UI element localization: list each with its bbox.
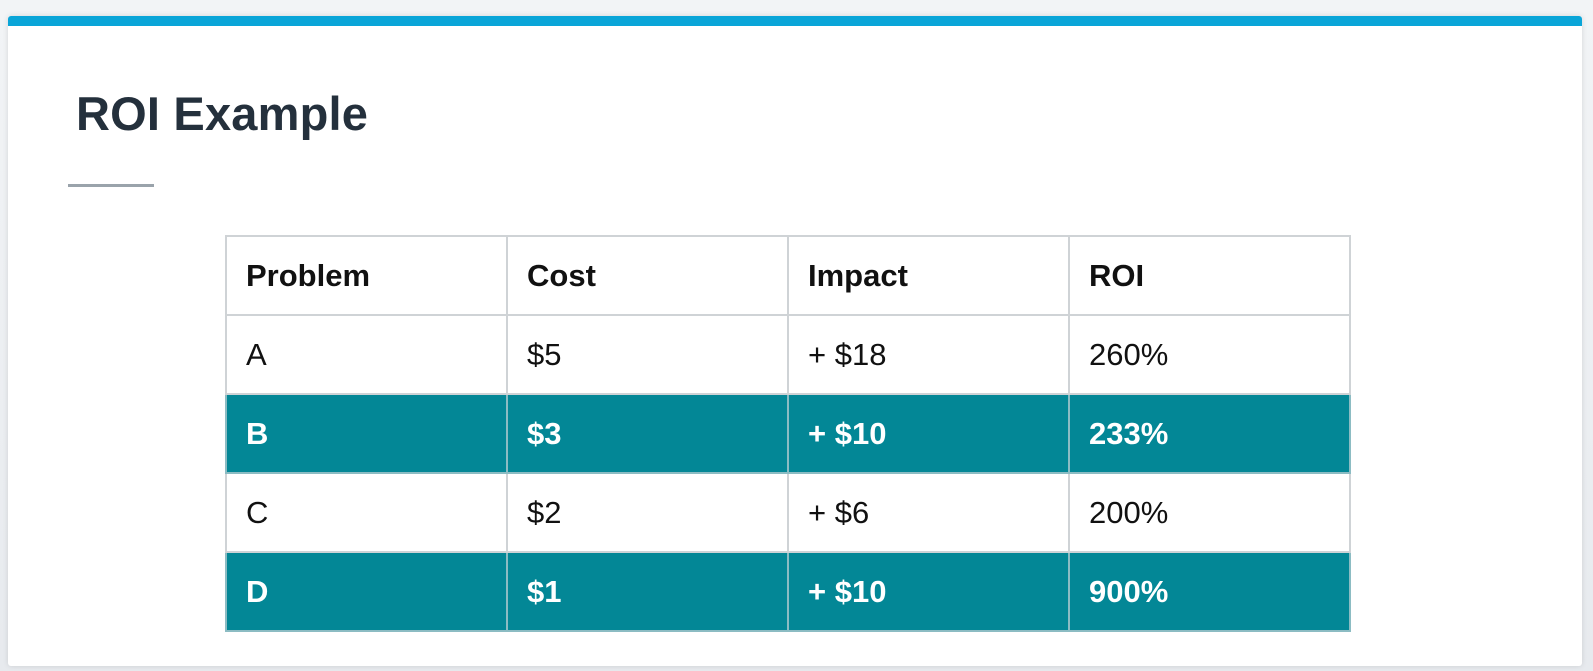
cell-problem: A bbox=[225, 314, 508, 395]
cell-roi: 200% bbox=[1068, 472, 1351, 553]
cell-cost: $5 bbox=[506, 314, 789, 395]
cell-impact: + $6 bbox=[787, 472, 1070, 553]
header-roi: ROI bbox=[1068, 235, 1351, 316]
cell-cost: $2 bbox=[506, 472, 789, 553]
table-row-highlighted: D $1 + $10 900% bbox=[225, 551, 1351, 632]
table-row: C $2 + $6 200% bbox=[225, 472, 1351, 553]
cell-cost: $3 bbox=[506, 393, 789, 474]
cell-impact: + $10 bbox=[787, 551, 1070, 632]
cell-problem: B bbox=[225, 393, 508, 474]
header-impact: Impact bbox=[787, 235, 1070, 316]
cell-problem: C bbox=[225, 472, 508, 553]
title-underline bbox=[68, 184, 154, 187]
header-problem: Problem bbox=[225, 235, 508, 316]
header-cost: Cost bbox=[506, 235, 789, 316]
cell-problem: D bbox=[225, 551, 508, 632]
accent-bar bbox=[8, 16, 1582, 26]
cell-roi: 900% bbox=[1068, 551, 1351, 632]
cell-roi: 233% bbox=[1068, 393, 1351, 474]
slide-card: ROI Example Problem Cost Impact ROI A $5… bbox=[8, 16, 1582, 666]
table-header-row: Problem Cost Impact ROI bbox=[225, 235, 1351, 316]
cell-impact: + $10 bbox=[787, 393, 1070, 474]
table-row: A $5 + $18 260% bbox=[225, 314, 1351, 395]
roi-table: Problem Cost Impact ROI A $5 + $18 260% … bbox=[225, 235, 1351, 632]
table-row-highlighted: B $3 + $10 233% bbox=[225, 393, 1351, 474]
cell-cost: $1 bbox=[506, 551, 789, 632]
cell-roi: 260% bbox=[1068, 314, 1351, 395]
cell-impact: + $18 bbox=[787, 314, 1070, 395]
slide-title: ROI Example bbox=[76, 87, 369, 140]
